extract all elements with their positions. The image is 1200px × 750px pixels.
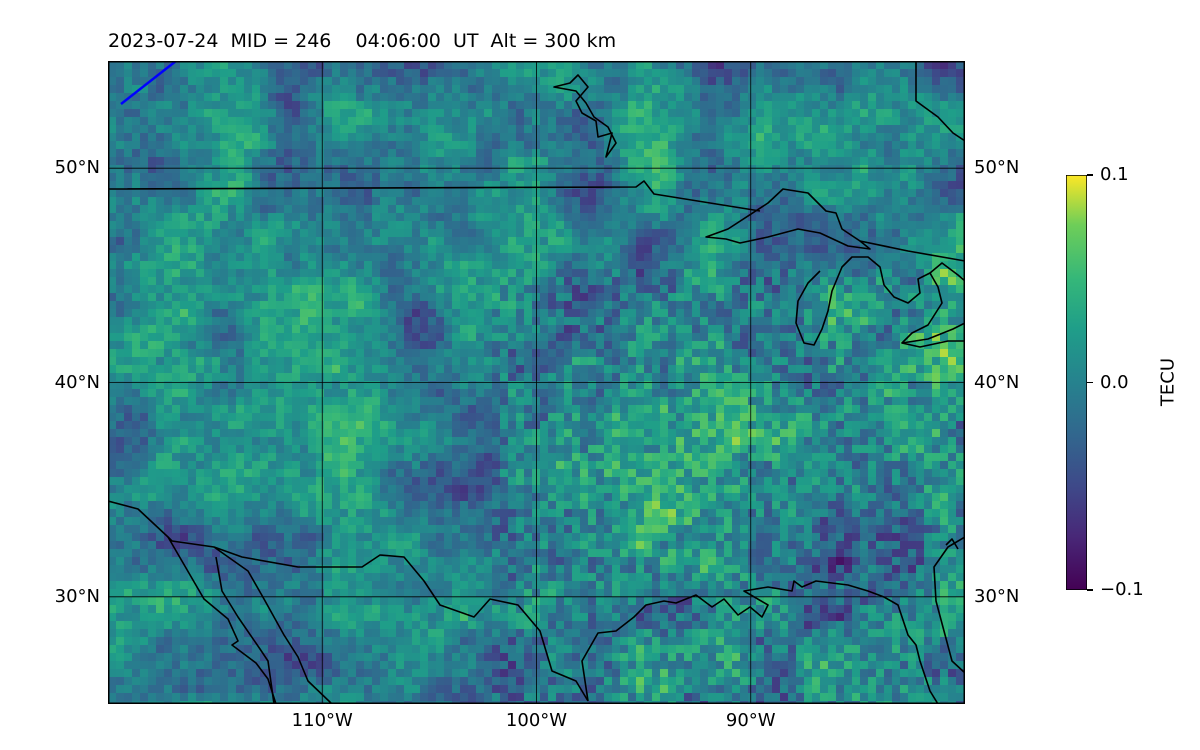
lon-label: 100°W [505,710,568,731]
plot-title: 2023-07-24 MID = 246 04:06:00 UT Alt = 3… [108,30,617,52]
tec-field [108,61,965,704]
colorbar-tick [1087,381,1093,384]
lat-label-left: 30°N [54,585,100,607]
coastlines [108,61,965,704]
lat-label-left: 40°N [54,371,100,393]
lat-label-right: 30°N [974,585,1020,607]
florida-point [945,538,959,550]
gulf-coast [581,580,939,704]
lat-label-right: 40°N [974,371,1020,393]
map-frame [108,61,965,704]
georgian-bay [929,262,965,282]
lat-label-right: 50°N [974,157,1020,179]
baja-inner [215,556,275,704]
us-canada-border [108,180,761,212]
baja-gulf [213,546,333,704]
colorbar-tick-label: 0.0 [1100,371,1129,393]
lon-label: 90°W [725,710,776,731]
graticule [108,61,965,704]
colorbar-tick-label: 0.1 [1100,164,1129,185]
lake-michigan [795,256,885,346]
lat-label-left: 50°N [54,157,100,179]
colorbar-tick-label: −0.1 [1100,579,1144,600]
baja-california [167,536,277,704]
colorbar-tick [1087,589,1093,591]
colorbar [1066,175,1087,590]
border-east [859,240,965,262]
florida [933,536,965,674]
colorbar-label: TECU [1157,357,1179,407]
lon-label: 110°W [291,710,353,731]
lake-huron [883,272,965,348]
lake-erie [901,322,965,344]
hudson-east [915,61,965,142]
colorbar-tick [1087,174,1093,176]
us-mexico-border [108,500,589,702]
tec-map [108,61,965,704]
satellite-track [120,61,177,105]
hudson-coast [553,74,617,158]
